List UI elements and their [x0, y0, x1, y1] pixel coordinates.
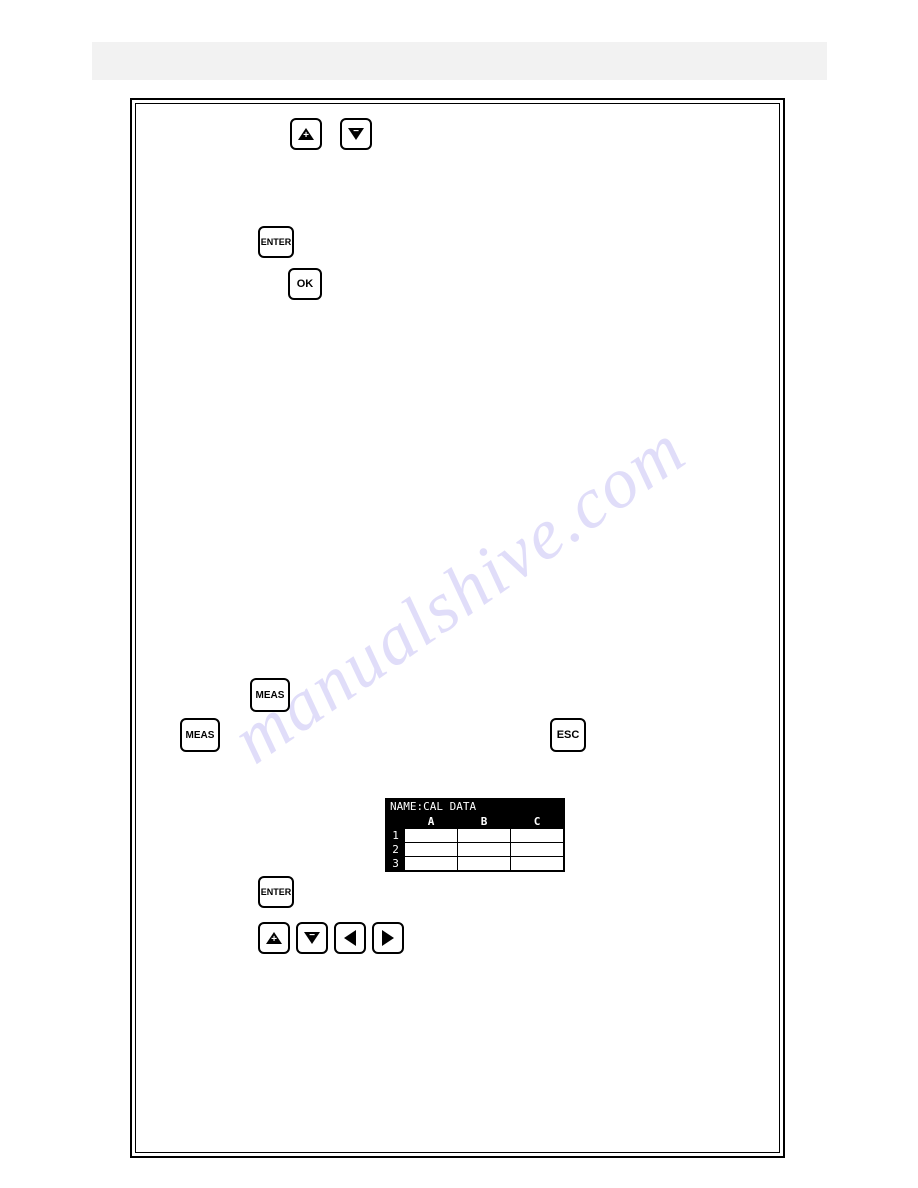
enter-button-1[interactable]: ENTER [258, 226, 294, 258]
esc-button[interactable]: ESC [550, 718, 586, 752]
meas-label-2: MEAS [186, 730, 215, 741]
meas-button-2[interactable]: MEAS [180, 718, 220, 752]
down-arrow-icon [348, 128, 364, 140]
down-minus-button-1[interactable] [340, 118, 372, 150]
cal-col-a: A [405, 815, 458, 829]
cal-row-3: 3 [387, 857, 405, 871]
up-plus-button-2[interactable] [258, 922, 290, 954]
left-arrow-button[interactable] [334, 922, 366, 954]
right-arrow-button[interactable] [372, 922, 404, 954]
cal-cell-2a [405, 843, 458, 857]
left-arrow-icon [344, 930, 356, 946]
cal-cell-1c [511, 829, 564, 843]
meas-button-1[interactable]: MEAS [250, 678, 290, 712]
ok-button[interactable]: OK [288, 268, 322, 300]
enter-button-2[interactable]: ENTER [258, 876, 294, 908]
cal-cell-3c [511, 857, 564, 871]
up-arrow-icon [298, 128, 314, 140]
down-minus-button-2[interactable] [296, 922, 328, 954]
outer-frame [130, 98, 785, 1158]
cal-col-b: B [458, 815, 511, 829]
right-arrow-icon [382, 930, 394, 946]
cal-cell-2c [511, 843, 564, 857]
cal-data-table: NAME:CAL DATA A B C 1 2 3 [385, 798, 565, 872]
cal-cell-2b [458, 843, 511, 857]
esc-label: ESC [557, 729, 580, 741]
cal-corner [387, 815, 405, 829]
up-arrow-icon-2 [266, 932, 282, 944]
cal-col-c: C [511, 815, 564, 829]
cal-cell-1a [405, 829, 458, 843]
cal-cell-1b [458, 829, 511, 843]
cal-table-title: NAME:CAL DATA [386, 799, 564, 814]
enter-label: ENTER [261, 237, 292, 247]
cal-cell-3a [405, 857, 458, 871]
inner-frame [135, 103, 780, 1153]
ok-label: OK [297, 278, 314, 290]
enter-label-2: ENTER [261, 887, 292, 897]
cal-cell-3b [458, 857, 511, 871]
up-plus-button-1[interactable] [290, 118, 322, 150]
top-bar [92, 42, 827, 80]
meas-label-1: MEAS [256, 690, 285, 701]
cal-row-1: 1 [387, 829, 405, 843]
cal-table-grid: A B C 1 2 3 [386, 814, 564, 871]
down-arrow-icon-2 [304, 932, 320, 944]
cal-row-2: 2 [387, 843, 405, 857]
